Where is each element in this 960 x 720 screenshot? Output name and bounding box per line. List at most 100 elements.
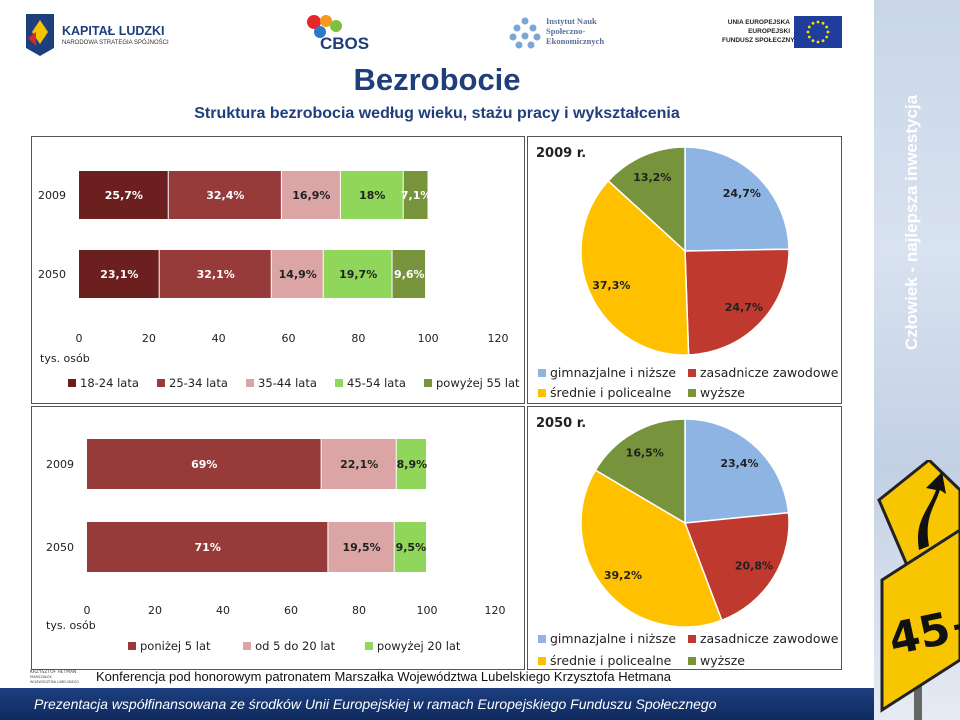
hetman-signature-icon: KRZYSZTOF HETMAN MARSZAŁEK WOJEWÓDZTWA L… [30, 669, 79, 684]
insp-dots-icon [509, 17, 541, 49]
education-pie-2050: 2050 r. 23,4% 20,8% 39,2% 16,5% gimnazjalne i… [536, 416, 839, 668]
seniority-bar-chart: 2009 69% 22,1% 8,9% 2050 71% 19,5% 9,5% 0 20 40 60 8… [46, 439, 506, 653]
bar-segment [159, 250, 271, 298]
data-label: 8,9% [397, 458, 428, 471]
x-tick-label: 60 [284, 604, 298, 617]
bar-segment [168, 171, 281, 219]
pie-slice [684, 146, 790, 252]
svg-text:WOJEWÓDZTWA LUBELSKIEGO: WOJEWÓDZTWA LUBELSKIEGO [30, 679, 79, 684]
x-tick-label: 80 [351, 332, 365, 345]
bar-segment [392, 250, 426, 298]
legend-swatch [128, 642, 136, 650]
pie-data-label: 16,5% [626, 447, 664, 460]
x-tick-label: 0 [76, 332, 83, 345]
legend-label: powyżej 55 lat [436, 376, 520, 390]
data-label: 23,1% [100, 268, 138, 281]
legend-swatch [538, 369, 546, 377]
logo-bar: KAPITAŁ LUDZKI NARODOWA STRATEGIA SPÓJNO… [0, 0, 874, 66]
legend-swatch [335, 379, 343, 387]
axis-unit-label: tys. osób [40, 352, 90, 365]
legend-swatch [688, 389, 696, 397]
legend-label: średnie i policealne [550, 653, 672, 668]
legend-label: wyższe [700, 385, 745, 400]
axis-unit-label: tys. osób [46, 619, 96, 632]
insp-line-3: Ekonomicznych [546, 36, 605, 46]
legend-swatch [157, 379, 165, 387]
bar-segment [87, 439, 321, 489]
x-tick-label: 40 [216, 604, 230, 617]
page-title: Bezrobocie [353, 62, 521, 97]
x-tick-label: 80 [352, 604, 366, 617]
legend-swatch [538, 657, 546, 665]
pie-2050-panel: 2050 r. 23,4% 20,8% 39,2% 16,5% gimnazjalne i… [527, 406, 842, 670]
page-subtitle: Struktura bezrobocia według wieku, stażu… [194, 105, 680, 122]
legend-swatch [424, 379, 432, 387]
hetman-logo: KRZYSZTOF HETMAN MARSZAŁEK WOJEWÓDZTWA L… [30, 667, 92, 685]
legend-label: 35-44 lata [258, 376, 317, 390]
category-label: 2050 [38, 268, 66, 281]
category-label: 2009 [38, 189, 66, 202]
legend-label: zasadnicze zawodowe [700, 631, 839, 646]
x-tick-label: 40 [212, 332, 226, 345]
kapital-ludzki-subtitle: NARODOWA STRATEGIA SPÓJNOŚCI [62, 40, 169, 46]
eu-line-2: EUROPEJSKI [748, 28, 790, 35]
pie-data-label: 23,4% [720, 457, 758, 470]
data-label: 19,5% [342, 541, 380, 554]
seniority-chart-panel: 2009 69% 22,1% 8,9% 2050 71% 19,5% 9,5% 0 20 40 60 8… [31, 406, 525, 670]
bar-segment [281, 171, 340, 219]
sidebar-slogan: Człowiek - najlepsza inwestycja [902, 94, 921, 350]
pie-slice [580, 179, 690, 356]
x-tick-label: 120 [485, 604, 506, 617]
legend-swatch [243, 642, 252, 650]
legend-swatch [538, 389, 546, 397]
bar-segment [394, 522, 426, 572]
pie-data-label: 20,8% [735, 560, 773, 573]
data-label: 71% [195, 541, 221, 554]
bar-segment [403, 171, 428, 219]
svg-text:KRZYSZTOF HETMAN: KRZYSZTOF HETMAN [30, 669, 76, 675]
education-pie-2009: 2009 r. 24,7% 24,7% 37,3% 13,2% gimnazjalne i… [536, 146, 839, 400]
eu-line-1: UNIA EUROPEJSKA [727, 19, 790, 26]
age-chart-panel: 2009 25,7% 32,4% 16,9% 18% 7,1% 2050 23,1% 32,1%… [31, 136, 525, 404]
data-label: 14,9% [279, 268, 317, 281]
bar-segment [340, 171, 403, 219]
funding-note: Prezentacja współfinansowana ze środków … [34, 696, 717, 712]
legend-swatch [688, 635, 696, 643]
legend-label: 25-34 lata [169, 376, 228, 390]
legend-swatch [68, 379, 76, 387]
pie-title: 2050 r. [536, 416, 586, 431]
bar-segment [323, 250, 392, 298]
pie-slice [684, 418, 790, 524]
pie-title: 2009 r. [536, 146, 586, 161]
pie-slice [580, 469, 723, 628]
insp-text: Instytut Nauk Społeczno- Ekonomicznych [546, 16, 604, 46]
eu-text: UNIA EUROPEJSKA EUROPEJSKI FUNDUSZ SPOŁE… [722, 18, 795, 45]
legend-swatch [364, 642, 373, 650]
legend-label: powyżej 20 lat [377, 639, 461, 653]
cbos-bubbles-icon [307, 15, 342, 38]
eu-logo: UNIA EUROPEJSKA EUROPEJSKI FUNDUSZ SPOŁE… [722, 16, 844, 50]
eu-flag-icon [794, 16, 842, 48]
legend-label: 18-24 lata [80, 376, 139, 390]
legend-swatch [246, 379, 254, 387]
pie-2009-panel: 2009 r. 24,7% 24,7% 37,3% 13,2% gimnazjalne i… [527, 136, 842, 404]
legend-label: poniżej 5 lat [140, 639, 211, 653]
pie-data-label: 37,3% [592, 279, 630, 292]
bar-segment [79, 250, 159, 298]
pie-slice [594, 418, 686, 525]
bar-segment [79, 171, 168, 219]
x-tick-label: 60 [282, 332, 296, 345]
legend-label: wyższe [700, 653, 745, 668]
legend-label: gimnazjalne i niższe [550, 631, 676, 646]
cbos-logo: CBOS [306, 14, 386, 54]
age-bar-chart: 2009 25,7% 32,4% 16,9% 18% 7,1% 2050 23,1% 32,1%… [38, 171, 520, 390]
data-label: 32,1% [197, 268, 235, 281]
pie-data-label: 13,2% [633, 171, 671, 184]
data-label: 18% [359, 189, 385, 202]
pie-slice [607, 146, 686, 253]
eu-line-3: FUNDUSZ SPOŁECZNY [722, 37, 795, 44]
road-sign-image: 45+ [877, 460, 960, 720]
legend-label: zasadnicze zawodowe [700, 365, 839, 380]
bar-segment [328, 522, 394, 572]
bar-segment [271, 250, 323, 298]
